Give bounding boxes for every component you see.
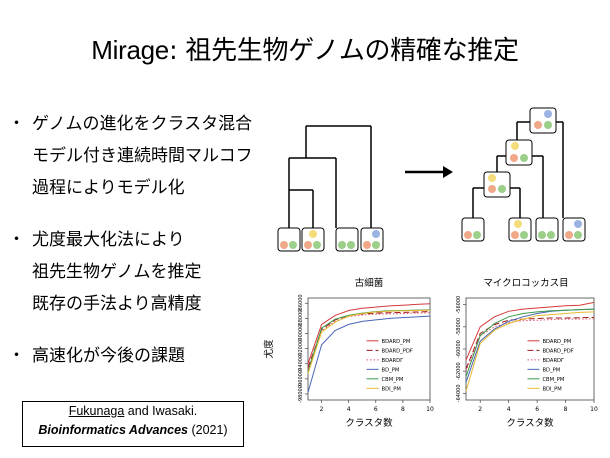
bullet-line: 尤度最大化法により	[32, 230, 185, 250]
ancestral-genome-box	[483, 171, 511, 198]
legend-label: BD_PM	[542, 367, 560, 373]
legend-label: BDI_PM	[542, 386, 561, 392]
bullet-line: 過程によりモデル化	[32, 178, 185, 198]
y-tick-label: -60000	[456, 340, 462, 358]
series-line	[307, 303, 431, 364]
legend-label: BDARD_PDF	[542, 348, 573, 354]
bullet-line: 高速化が今後の課題	[32, 346, 185, 366]
arrow-icon	[405, 166, 453, 178]
plot-frame	[465, 297, 595, 401]
y-tick-label: -62000	[456, 362, 462, 380]
bullet-item: ・ 高速化が今後の課題	[8, 340, 288, 372]
series-line	[307, 312, 431, 370]
x-tick-label: 10	[426, 406, 434, 413]
legend-label: BDARD_PM	[382, 339, 411, 345]
series-line	[307, 315, 431, 393]
genome-box	[335, 227, 359, 252]
legend-label: BDARDΓ	[542, 358, 564, 364]
genome-box	[461, 217, 485, 242]
bullet-item: ・ ゲノムの進化をクラスタ混合 モデル付き連続時間マルコフ 過程によりモデル化	[8, 108, 288, 204]
bullet-item: ・ 尤度最大化法により 祖先生物ゲノムを推定 既存の手法より高精度	[8, 224, 288, 320]
ancestral-genome-box	[529, 107, 557, 134]
bullet-line: 既存の手法より高精度	[32, 294, 202, 314]
genome-box	[562, 217, 586, 242]
legend-label: BDARD_PM	[542, 339, 571, 345]
y-tick-label: -94000	[298, 355, 304, 373]
y-tick-label: -92000	[298, 340, 304, 358]
x-axis-label: クラスタ数	[506, 417, 554, 429]
tree-diagram-left	[277, 125, 384, 252]
legend-label: BDARD_PDF	[382, 348, 413, 354]
x-tick-label: 6	[535, 406, 539, 413]
y-tick-label: -86000	[298, 294, 304, 312]
reference-journal: Bioinformatics Advances	[38, 423, 188, 437]
x-tick-label: 4	[347, 406, 351, 413]
y-tick-label: -88000	[298, 310, 304, 328]
bullet-dot: ・	[8, 114, 25, 134]
bullet-dot: ・	[8, 346, 25, 366]
legend-label: BDI_PM	[382, 386, 401, 392]
series-line	[465, 318, 595, 372]
series-line	[307, 309, 431, 374]
genome-box	[360, 227, 384, 252]
reference-year: (2021)	[187, 423, 228, 437]
genome-box	[535, 217, 559, 242]
y-tick-label: -90000	[298, 325, 304, 343]
bullet-dot: ・	[8, 230, 25, 250]
legend-label: BD_PM	[382, 367, 400, 373]
chart-title: 古細菌	[355, 277, 384, 289]
reference-box: Fukunaga and Iwasaki. Bioinformatics Adv…	[22, 401, 244, 447]
x-axis-label: クラスタ数	[345, 417, 393, 429]
x-tick-label: 6	[374, 406, 378, 413]
ancestral-genome-box	[505, 139, 533, 166]
legend-label: BDARDΓ	[382, 358, 404, 364]
x-tick-label: 2	[320, 406, 324, 413]
series-line	[465, 308, 595, 377]
title-rest: : 祖先生物ゲノムの精確な推定	[168, 36, 519, 66]
y-tick-label: -64000	[456, 384, 462, 402]
y-tick-label: -98000	[298, 385, 304, 403]
bullet-line: 祖先生物ゲノムを推定	[32, 262, 202, 282]
bullet-line: モデル付き連続時間マルコフ	[32, 146, 253, 166]
title-latin: Mirage	[91, 35, 169, 65]
genome-box	[277, 227, 301, 252]
legend-label: CBM_PM	[382, 377, 404, 383]
y-tick-label: -58000	[456, 318, 462, 336]
x-tick-label: 4	[507, 406, 511, 413]
tree-diagram-right	[461, 107, 586, 242]
slide-title: Mirage: 祖先生物ゲノムの精確な推定	[0, 30, 610, 67]
series-line	[465, 311, 595, 392]
reference-and: and	[124, 404, 153, 418]
reference-coauthor: Iwasaki.	[152, 404, 198, 418]
series-line	[307, 311, 431, 368]
reference-author: Fukunaga	[68, 404, 125, 418]
x-tick-label: 2	[478, 406, 482, 413]
legend-label: CBM_PM	[542, 377, 564, 383]
genome-box	[508, 217, 532, 242]
y-tick-label: -56000	[456, 296, 462, 314]
series-line	[465, 301, 595, 361]
likelihood-chart-micrococcales: マイクロコッカス目 2 4 6 8 10 -64000 -62000 -60000 -58000 -…	[456, 278, 598, 429]
chart-title: マイクロコッカス目	[483, 278, 568, 289]
bullet-line: ゲノムの進化をクラスタ混合	[32, 114, 253, 134]
x-tick-label: 8	[401, 406, 405, 413]
y-tick-label: -96000	[298, 370, 304, 388]
bullet-list: ・ ゲノムの進化をクラスタ混合 モデル付き連続時間マルコフ 過程によりモデル化 …	[8, 108, 288, 392]
x-tick-label: 10	[590, 406, 598, 413]
y-axis-label: 尤度	[263, 339, 275, 359]
x-tick-label: 8	[564, 406, 568, 413]
genome-box	[301, 227, 325, 252]
